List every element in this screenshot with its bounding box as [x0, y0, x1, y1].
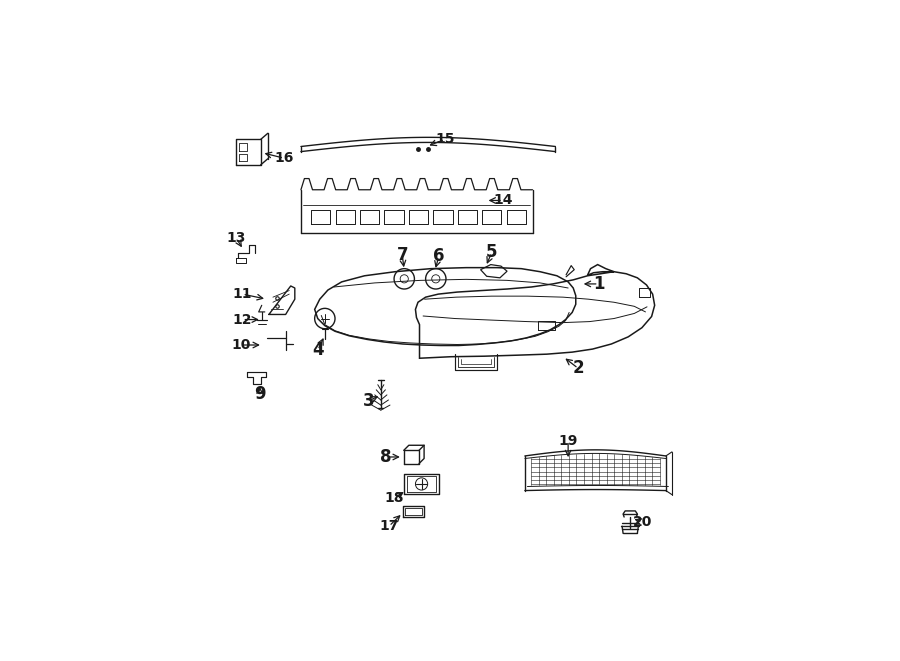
Text: 18: 18: [384, 490, 404, 505]
Text: 11: 11: [232, 287, 252, 301]
Text: 16: 16: [274, 151, 293, 165]
Text: 12: 12: [232, 313, 252, 327]
Text: 10: 10: [231, 338, 251, 352]
Text: 3: 3: [363, 392, 374, 410]
Text: 6: 6: [433, 247, 445, 266]
Text: 2: 2: [572, 360, 584, 377]
Text: 17: 17: [379, 519, 399, 533]
Text: 1: 1: [593, 275, 605, 293]
Text: 15: 15: [436, 132, 454, 146]
Text: 5: 5: [486, 243, 498, 261]
Text: 20: 20: [633, 515, 652, 529]
Text: 8: 8: [380, 448, 392, 466]
Text: 7: 7: [396, 246, 408, 264]
Text: 19: 19: [558, 434, 578, 447]
Text: 9: 9: [254, 385, 266, 403]
Text: 4: 4: [312, 341, 323, 359]
Text: 14: 14: [493, 194, 513, 208]
Text: 13: 13: [227, 231, 246, 245]
